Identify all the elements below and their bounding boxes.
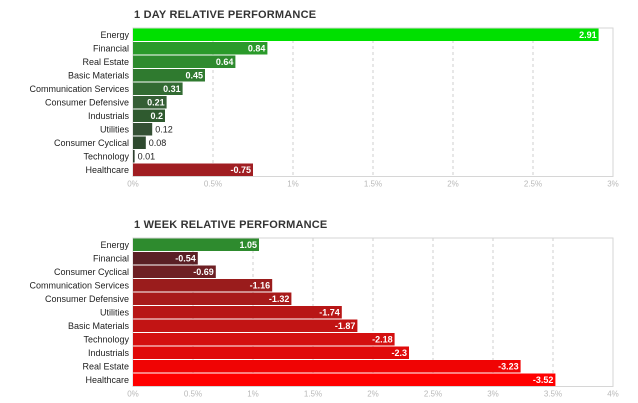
category-label: Communication Services (29, 84, 129, 94)
category-label: Energy (100, 240, 129, 250)
category-label: Consumer Defensive (45, 97, 129, 107)
category-label: Basic Materials (68, 70, 130, 80)
bar (133, 123, 153, 136)
category-label: Communication Services (29, 280, 129, 290)
x-tick-label: 1% (247, 390, 259, 399)
bar (133, 42, 268, 55)
bar (133, 82, 183, 95)
bar (133, 69, 205, 82)
category-label: Utilities (100, 307, 130, 317)
value-label: 0.21 (147, 97, 165, 107)
value-label: 1.05 (239, 240, 257, 250)
chart-1-day: 0% 0.5% 1% 1.5% 2% 2.5% 3% Energy 2.91 Financial 0… (29, 27, 619, 189)
category-label: Industrials (88, 348, 130, 358)
x-tick-label: 0% (127, 390, 139, 399)
x-tick-label: 3% (487, 390, 499, 399)
x-tick-label: 2% (367, 390, 379, 399)
bar (133, 96, 167, 109)
category-label: Financial (93, 43, 129, 53)
bar (133, 150, 135, 163)
chart-panel-1-week: 1 WEEK RELATIVE PERFORMANCE 0% 0.5% 1% 1.5%… (0, 210, 638, 403)
x-tick-label: 1% (287, 180, 299, 189)
value-label: -0.54 (175, 253, 196, 263)
bar (133, 136, 146, 149)
value-label: -1.16 (250, 280, 271, 290)
x-tick-label: 0.5% (184, 390, 202, 399)
x-tick-label: 2% (447, 180, 459, 189)
bar (133, 319, 358, 332)
chart-title-1-day: 1 DAY RELATIVE PERFORMANCE (134, 9, 317, 21)
bar (133, 55, 236, 68)
bar (133, 109, 165, 122)
value-label: -1.32 (269, 294, 290, 304)
value-label: -0.75 (230, 165, 251, 175)
category-label: Financial (93, 253, 129, 263)
bar (133, 28, 599, 41)
value-label: 0.01 (138, 151, 156, 161)
bar (133, 360, 521, 373)
category-label: Real Estate (82, 361, 129, 371)
value-label: 0.31 (163, 84, 181, 94)
bar (133, 163, 253, 176)
value-label: -2.3 (391, 348, 407, 358)
bar (133, 373, 556, 386)
category-label: Technology (83, 334, 129, 344)
chart-panel-1-day: 1 DAY RELATIVE PERFORMANCE 0% 0.5% 1% 1.5% 2… (0, 0, 638, 200)
category-label: Consumer Cyclical (54, 267, 129, 277)
value-label: 0.08 (149, 138, 167, 148)
value-label: 0.45 (185, 70, 203, 80)
category-label: Energy (100, 30, 129, 40)
value-label: -0.69 (193, 267, 214, 277)
bar (133, 333, 395, 346)
value-label: 0.84 (248, 43, 266, 53)
category-label: Consumer Cyclical (54, 138, 129, 148)
category-label: Industrials (88, 111, 130, 121)
bar (133, 292, 292, 305)
category-label: Technology (83, 151, 129, 161)
value-label: -2.18 (372, 334, 393, 344)
bar (133, 346, 409, 359)
bar (133, 279, 273, 292)
x-tick-label: 1.5% (364, 180, 382, 189)
bar (133, 306, 342, 319)
value-label: 0.64 (216, 57, 234, 67)
x-tick-label: 1.5% (304, 390, 322, 399)
chart-title-1-week: 1 WEEK RELATIVE PERFORMANCE (134, 219, 328, 231)
chart-1-week: 0% 0.5% 1% 1.5% 2% 2.5% 3% 3.5% 4% Energy 1.05 Fina… (29, 237, 619, 399)
bar (133, 252, 198, 265)
x-tick-label: 4% (607, 390, 619, 399)
x-tick-label: 3.5% (544, 390, 562, 399)
category-label: Basic Materials (68, 321, 130, 331)
category-label: Utilities (100, 124, 130, 134)
value-label: -3.23 (498, 361, 519, 371)
x-tick-label: 3% (607, 180, 619, 189)
x-tick-label: 0.5% (204, 180, 222, 189)
value-label: 2.91 (579, 30, 597, 40)
category-label: Real Estate (82, 57, 129, 67)
category-label: Healthcare (85, 375, 129, 385)
x-tick-label: 2.5% (524, 180, 542, 189)
x-tick-label: 2.5% (424, 390, 442, 399)
category-label: Healthcare (85, 165, 129, 175)
category-label: Consumer Defensive (45, 294, 129, 304)
value-label: 0.12 (155, 124, 173, 134)
value-label: -1.87 (335, 321, 356, 331)
value-label: -1.74 (319, 307, 340, 317)
bar (133, 238, 259, 251)
x-tick-label: 0% (127, 180, 139, 189)
value-label: -3.52 (533, 375, 554, 385)
value-label: 0.2 (150, 111, 163, 121)
bar (133, 265, 216, 278)
